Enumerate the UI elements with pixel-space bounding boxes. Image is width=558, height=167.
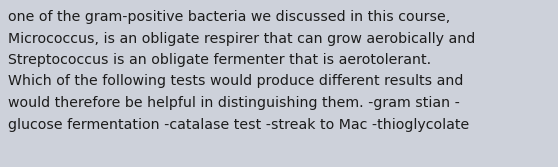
Text: Streptococcus is an obligate fermenter that is aerotolerant.: Streptococcus is an obligate fermenter t… bbox=[8, 53, 431, 67]
Text: Micrococcus, is an obligate respirer that can grow aerobically and: Micrococcus, is an obligate respirer tha… bbox=[8, 32, 475, 45]
Text: one of the gram-positive bacteria we discussed in this course,: one of the gram-positive bacteria we dis… bbox=[8, 10, 450, 24]
Text: would therefore be helpful in distinguishing them. -gram stian -: would therefore be helpful in distinguis… bbox=[8, 96, 460, 110]
Text: glucose fermentation -catalase test -streak to Mac -thioglycolate: glucose fermentation -catalase test -str… bbox=[8, 118, 469, 131]
Text: Which of the following tests would produce different results and: Which of the following tests would produ… bbox=[8, 74, 463, 89]
